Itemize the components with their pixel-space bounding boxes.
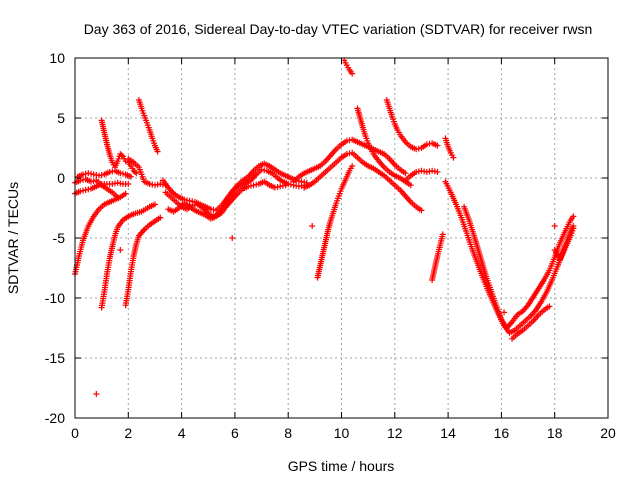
axis-ticks: 0 2 4 6 8 10 12 14 16 18 20 -20 -15 -10 -5 0 5 10 [45,50,616,441]
data-point-arc-t [439,231,446,238]
data-point-outliers [117,247,124,253]
data-point-arc-u [450,154,457,161]
data-point-outliers [551,223,558,229]
x-tick-label: 12 [387,425,403,441]
y-tick-label: 0 [57,170,65,186]
x-tick-label: 20 [600,425,616,441]
grid [75,58,608,418]
data-point-arc-s [434,169,441,175]
data-point-arc-q [434,142,441,149]
y-tick-label: 5 [57,110,65,126]
data-point-outliers [93,391,100,397]
data-point-arc-x [546,303,553,310]
data-point-arc-n [418,207,425,214]
y-tick-label: -20 [45,410,65,426]
data-point-outliers [229,235,236,241]
y-tick-label: -10 [45,290,65,306]
data-point-arc-g [157,214,164,221]
x-axis-label: GPS time / hours [288,458,395,474]
data-point-arc-d [114,194,121,201]
data-point-arc-h [154,148,161,155]
x-tick-label: 18 [547,425,563,441]
data-point-arc-w [570,213,577,220]
x-tick-label: 4 [178,425,186,441]
x-tick-label: 10 [334,425,350,441]
data-point-arc-m [402,170,409,177]
data-point-arc-e [131,169,138,175]
data-point-arc-f [151,201,158,208]
data-point-arc-e [118,152,125,159]
x-tick-label: 0 [71,425,79,441]
data-point-arc-c [127,173,134,180]
x-tick-label: 6 [231,425,239,441]
x-tick-label: 8 [284,425,292,441]
y-axis-label: SDTVAR / TECUs [5,182,21,294]
data-point-arc-b [125,181,132,187]
data-point-arc-e [133,170,140,177]
y-tick-label: -15 [45,350,65,366]
data-point-arc-a [122,190,129,197]
data-point-arc-l [282,182,289,189]
x-tick-label: 2 [124,425,132,441]
data-point-arc-o [349,163,356,169]
data-points [72,57,577,397]
y-tick-label: -5 [53,230,66,246]
data-point-outliers [501,309,508,316]
x-tick-label: 16 [494,425,510,441]
data-point-arc-p [407,182,414,189]
data-point-arc-r [349,70,356,77]
data-point-outliers [309,223,316,229]
x-tick-label: 14 [440,425,456,441]
chart-title: Day 363 of 2016, Sidereal Day-to-day VTE… [84,21,593,37]
data-point-arc-y [570,225,577,232]
y-tick-label: 10 [49,50,65,66]
